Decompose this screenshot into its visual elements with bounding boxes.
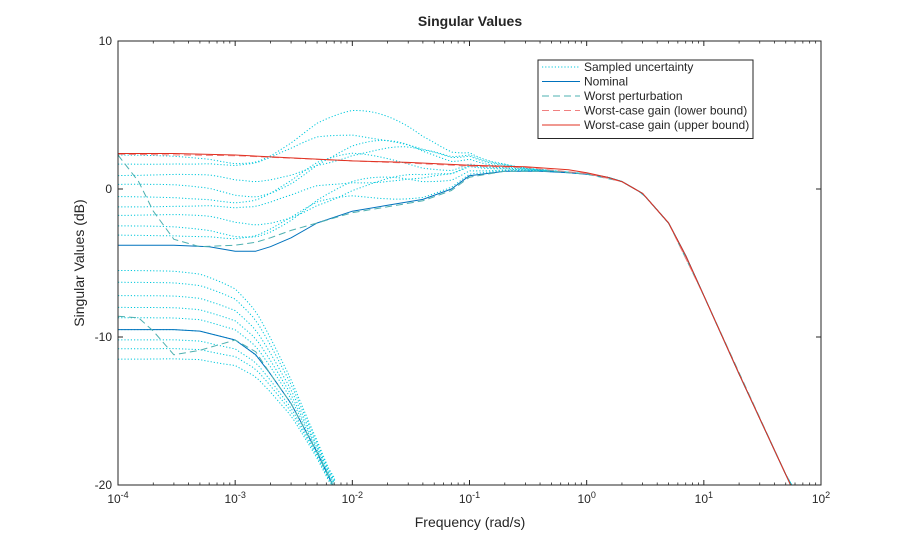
sampled-uncertainty-low-3: [118, 306, 336, 483]
worst-perturbation-line-3: [118, 315, 334, 485]
x-tick-label-6: 102: [812, 490, 830, 506]
sampled-uncertainty-low-2: [118, 295, 336, 482]
legend-label-1: Nominal: [584, 75, 628, 89]
sampled-uncertainty-low-4: [118, 317, 336, 484]
y-tick-label-3: -20: [95, 478, 113, 492]
x-axis-label: Frequency (rad/s): [415, 514, 525, 530]
y-tick-label-0: 10: [99, 34, 113, 48]
legend-label-4: Worst-case gain (upper bound): [584, 118, 749, 132]
y-tick-label-2: -10: [95, 330, 113, 344]
sampled-uncertainty-low-8: [118, 358, 333, 485]
legend-label-2: Worst perturbation: [584, 89, 683, 103]
y-axis-label: Singular Values (dB): [71, 199, 87, 326]
sampled-uncertainty-low-6: [118, 339, 335, 485]
sampled-uncertainty-low-7: [118, 348, 334, 485]
series-layer: [118, 110, 821, 485]
worst-case-upper-line-5: [118, 153, 792, 485]
sampled-uncertainty-low-1: [118, 281, 336, 480]
sampled-uncertainty-low-0: [118, 270, 336, 479]
legend-label-0: Sampled uncertainty: [584, 60, 693, 74]
legend-label-3: Worst-case gain (lower bound): [584, 104, 747, 118]
worst-perturbation-line-2: [118, 154, 792, 485]
x-tick-label-4: 100: [577, 490, 595, 506]
x-tick-label-3: 10-1: [459, 490, 480, 506]
y-tick-label-1: 0: [105, 182, 112, 196]
x-tick-label-1: 10-3: [224, 490, 245, 506]
chart-title: Singular Values: [418, 13, 522, 29]
x-tick-label-5: 101: [695, 490, 713, 506]
x-tick-label-0: 10-4: [107, 490, 128, 506]
x-tick-label-2: 10-2: [342, 490, 363, 506]
